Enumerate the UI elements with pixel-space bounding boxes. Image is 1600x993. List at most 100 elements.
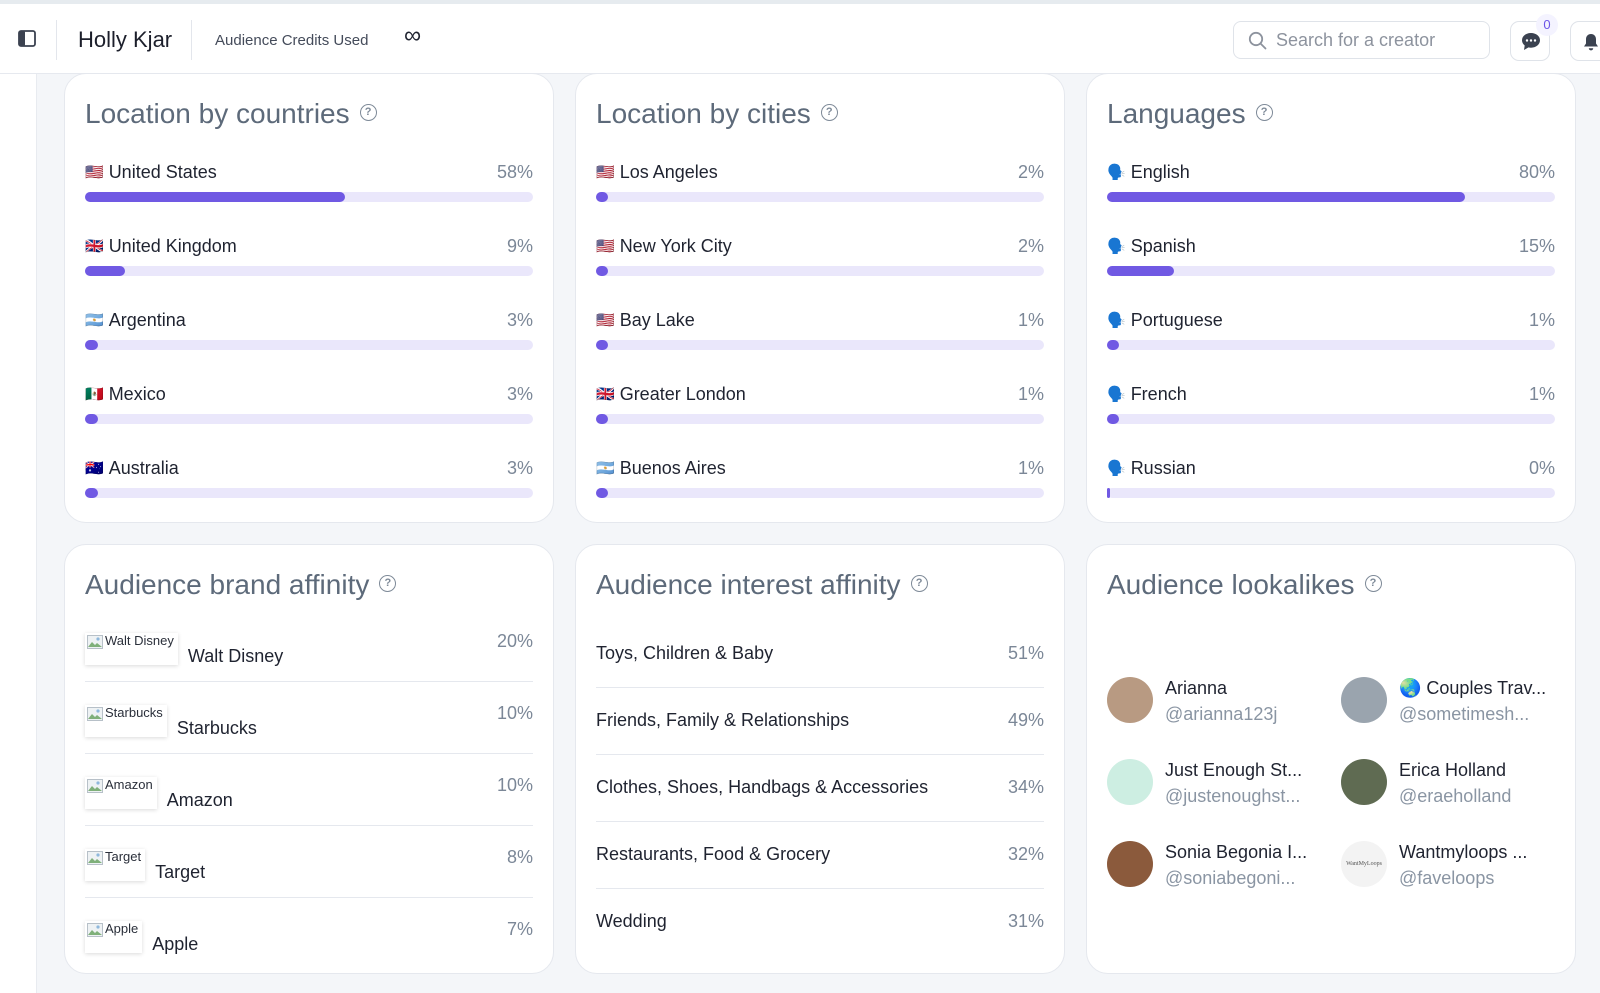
flag-icon: 🇺🇸 [596, 312, 615, 329]
row-percentage: 1% [1017, 384, 1044, 404]
flag-icon: 🇬🇧 [85, 238, 104, 255]
broken-image-icon [87, 851, 103, 865]
avatar [1341, 677, 1387, 723]
progress-bar-fill [85, 488, 99, 498]
help-icon[interactable]: ? [820, 104, 838, 121]
row-divider [596, 754, 1044, 755]
lookalike-creator[interactable]: WantMyLoops Wantmyloops ... @faveloops [1341, 833, 1571, 893]
speaking-head-icon: 🗣️ [1107, 386, 1126, 403]
interest-name: Wedding [596, 911, 667, 931]
card-title: Languages? [1107, 98, 1273, 130]
brand-row[interactable]: Walt Disney Walt Disney [85, 633, 283, 667]
row-name-text: Russian [1130, 458, 1196, 478]
help-icon[interactable]: ? [1364, 575, 1382, 592]
brand-logo-image: Walt Disney [85, 633, 178, 665]
row-label: 🇬🇧 Greater London [596, 384, 746, 405]
row-percentage: 1% [1017, 458, 1044, 478]
progress-bar [1107, 266, 1555, 276]
row-name-text: Spanish [1130, 236, 1196, 256]
progress-bar [1107, 192, 1555, 202]
lookalike-name: Sonia Begonia I... [1165, 842, 1308, 862]
avatar [1107, 841, 1153, 887]
row-percentage: 0% [1528, 458, 1555, 478]
brand-logo-alt: Walt Disney [105, 633, 174, 648]
interest-percentage: 51% [1007, 643, 1044, 663]
row-divider [596, 821, 1044, 822]
lookalike-creator[interactable]: Arianna @arianna123j [1107, 669, 1337, 729]
row-label: 🗣️ English [1107, 162, 1190, 183]
interest-percentage: 32% [1007, 844, 1044, 864]
row-divider [85, 753, 533, 754]
progress-bar [1107, 488, 1555, 498]
brand-row[interactable]: Apple Apple [85, 921, 198, 955]
row-name-text: Buenos Aires [619, 458, 726, 478]
brand-row[interactable]: Starbucks Starbucks [85, 705, 257, 739]
row-percentage: 2% [1017, 162, 1044, 182]
progress-bar-fill [1107, 414, 1119, 424]
help-icon[interactable]: ? [359, 104, 377, 121]
brand-row[interactable]: Amazon Amazon [85, 777, 233, 811]
interest-percentage: 31% [1007, 911, 1044, 931]
bell-icon [1584, 34, 1598, 51]
brand-percentage: 20% [496, 631, 533, 651]
brand-percentage: 10% [496, 775, 533, 795]
row-name-text: Los Angeles [619, 162, 718, 182]
lookalike-name: 🌏 Couples Trav... [1399, 678, 1547, 698]
broken-image-icon [87, 779, 103, 793]
broken-image-icon [87, 635, 103, 649]
progress-bar [1107, 340, 1555, 350]
row-percentage: 3% [506, 458, 533, 478]
avatar-logo-text: WantMyLoops [1346, 861, 1382, 867]
progress-bar-fill [596, 340, 608, 350]
lookalike-handle: @eraeholland [1399, 786, 1512, 806]
help-icon[interactable]: ? [1255, 104, 1273, 121]
row-label: 🇦🇺 Australia [85, 458, 179, 479]
lookalike-creator[interactable]: Just Enough St... @justenoughst... [1107, 751, 1337, 811]
speaking-head-icon: 🗣️ [1107, 164, 1126, 181]
brand-percentage: 7% [506, 919, 533, 939]
lookalike-name: Arianna [1165, 678, 1228, 698]
row-percentage: 3% [506, 384, 533, 404]
lookalike-creator[interactable]: 🌏 Couples Trav... @sometimesh... [1341, 669, 1571, 729]
progress-bar [85, 192, 533, 202]
progress-bar [85, 488, 533, 498]
header-divider [191, 20, 192, 60]
progress-bar [596, 192, 1044, 202]
brand-logo-alt: Starbucks [105, 705, 163, 720]
row-name-text: United States [108, 162, 217, 182]
flag-icon: 🇦🇷 [596, 460, 615, 477]
lookalike-name: Just Enough St... [1165, 760, 1303, 780]
top-accent-line [0, 0, 1600, 4]
row-percentage: 2% [1017, 236, 1044, 256]
chat-icon [1522, 33, 1540, 50]
location-cities-card: Location by cities? 🇺🇸 Los Angeles 2% 🇺🇸 New… [575, 73, 1065, 523]
row-percentage: 58% [496, 162, 533, 182]
brand-logo-image: Amazon [85, 777, 157, 809]
flag-icon: 🇦🇺 [85, 460, 104, 477]
help-icon[interactable]: ? [910, 575, 928, 592]
audience-credits-label: Audience Credits Used [215, 32, 369, 49]
row-label: 🇺🇸 Los Angeles [596, 162, 718, 183]
progress-bar [596, 340, 1044, 350]
interest-percentage: 34% [1007, 777, 1044, 797]
left-rail [0, 74, 37, 993]
header-divider [56, 20, 57, 60]
speaking-head-icon: 🗣️ [1107, 312, 1126, 329]
avatar [1107, 759, 1153, 805]
brand-row[interactable]: Target Target [85, 849, 205, 883]
progress-bar [596, 266, 1044, 276]
brand-logo-image: Apple [85, 921, 143, 953]
row-label: 🇦🇷 Buenos Aires [596, 458, 726, 479]
interest-affinity-card: Audience interest affinity? Toys, Childr… [575, 544, 1065, 974]
brand-affinity-card: Audience brand affinity? Walt DisneyWalt… [64, 544, 554, 974]
search-input[interactable] [1276, 28, 1481, 52]
lookalike-creator[interactable]: Sonia Begonia I... @soniabegoni... [1107, 833, 1337, 893]
broken-image-icon [87, 707, 103, 721]
lookalike-creator[interactable]: Erica Holland @eraeholland [1341, 751, 1571, 811]
help-icon[interactable]: ? [379, 575, 397, 592]
sidebar-toggle-icon[interactable] [18, 30, 36, 47]
avatar: WantMyLoops [1341, 841, 1387, 887]
search-box[interactable] [1233, 21, 1490, 59]
notifications-button[interactable] [1570, 21, 1600, 61]
flag-icon: 🇦🇷 [85, 312, 104, 329]
